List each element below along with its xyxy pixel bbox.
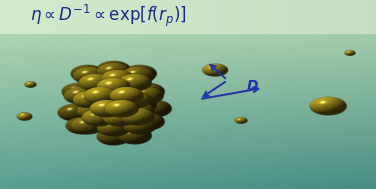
Text: $\eta \propto D^{-1} \propto \exp[f(r_p)]$: $\eta \propto D^{-1} \propto \exp[f(r_p)…	[30, 3, 187, 29]
Text: D: D	[246, 79, 258, 93]
